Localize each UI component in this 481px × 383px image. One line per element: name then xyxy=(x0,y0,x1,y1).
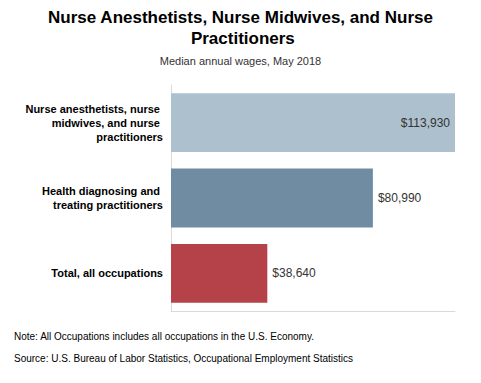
svg-text:Note: All Occupations includes: Note: All Occupations includes all occup… xyxy=(14,331,314,342)
svg-text:Nurse Anesthetists, Nurse Midw: Nurse Anesthetists, Nurse Midwives, and … xyxy=(48,8,433,27)
svg-text:Health diagnosing and: Health diagnosing and xyxy=(42,185,163,197)
svg-text:$38,640: $38,640 xyxy=(272,266,316,280)
svg-text:Practitioners: Practitioners xyxy=(186,29,295,48)
svg-text:$113,930: $113,930 xyxy=(401,116,450,130)
svg-text:$80,990: $80,990 xyxy=(378,191,422,205)
svg-text:treating practitioners: treating practitioners xyxy=(53,199,163,211)
svg-text:Source: U.S. Bureau of Labor S: Source: U.S. Bureau of Labor Statistics,… xyxy=(14,353,353,364)
svg-text:Nurse anesthetists, nurse: Nurse anesthetists, nurse xyxy=(25,103,163,115)
svg-text:Total, all occupations: Total, all occupations xyxy=(51,267,163,279)
svg-text:midwives, and nurse: midwives, and nurse xyxy=(52,117,163,129)
svg-text:practitioners: practitioners xyxy=(96,131,163,143)
svg-text:Median annual wages, May 2018: Median annual wages, May 2018 xyxy=(160,55,321,67)
